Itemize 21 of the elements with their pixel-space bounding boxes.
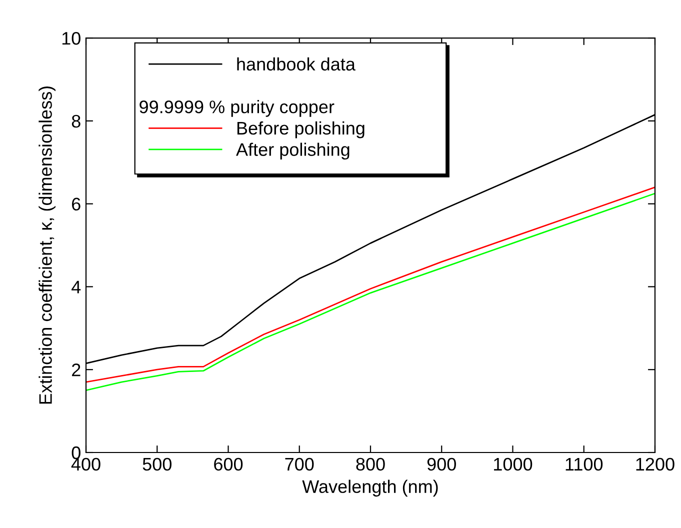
y-tick-label: 10 bbox=[62, 32, 80, 45]
y-tick-label: 2 bbox=[72, 364, 80, 376]
x-tick-label: 700 bbox=[285, 458, 314, 471]
x-tick-label: 900 bbox=[427, 458, 456, 471]
x-tick-label: 1100 bbox=[566, 458, 603, 471]
y-axis-title: Extinction coefficient, κ, (dimensionless) bbox=[38, 86, 56, 404]
x-tick-label: 500 bbox=[142, 458, 172, 471]
x-tick-label: 1000 bbox=[494, 458, 532, 471]
y-tick-label: 0 bbox=[72, 446, 80, 460]
y-tick-label: 4 bbox=[72, 280, 81, 294]
legend-label: After polishing bbox=[236, 142, 350, 160]
x-tick-label: 400 bbox=[71, 458, 100, 471]
y-tick-label: 6 bbox=[72, 198, 80, 211]
legend-title: 99.9999 % purity copper bbox=[140, 100, 334, 117]
x-tick-label: 600 bbox=[214, 458, 243, 471]
x-axis-title: Wavelength (nm) bbox=[302, 480, 438, 497]
x-tick-label: 1200 bbox=[636, 458, 674, 471]
legend-label: Before polishing bbox=[237, 121, 364, 138]
x-tick-label: 800 bbox=[356, 458, 385, 471]
y-tick-label: 8 bbox=[72, 114, 80, 128]
legend-label: handbook data bbox=[237, 57, 356, 71]
